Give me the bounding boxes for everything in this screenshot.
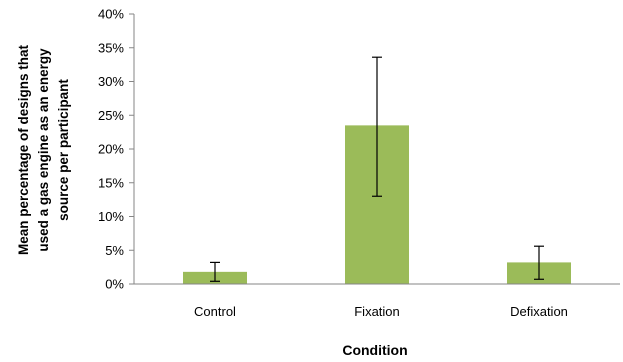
- y-tick-label: 35%: [98, 40, 124, 55]
- y-axis-title-line-2: used a gas engine as an energy: [36, 48, 51, 252]
- error-bar-defixation: [534, 245, 544, 280]
- y-tick-label: 20%: [98, 142, 124, 157]
- y-axis-title: Mean percentage of designs that used a ga…: [16, 44, 71, 255]
- x-tick-label-control: Control: [194, 304, 236, 319]
- x-axis-title: Condition: [342, 342, 407, 358]
- x-tick-label-defixation: Defixation: [510, 304, 568, 319]
- y-tick-label: 5%: [105, 243, 124, 258]
- y-tick-label: 15%: [98, 175, 124, 190]
- axes: [133, 14, 620, 285]
- error-bars: [210, 56, 544, 282]
- y-tick-label: 30%: [98, 74, 124, 89]
- x-tick-label-fixation: Fixation: [354, 304, 400, 319]
- error-bar-control: [210, 261, 220, 282]
- y-axis-title-line-1: Mean percentage of designs that: [16, 44, 31, 255]
- y-tick-label: 0%: [105, 277, 124, 292]
- y-axis-title-line-3: source per participant: [56, 79, 71, 221]
- x-axis-ticks: Control Fixation Defixation: [194, 304, 568, 319]
- y-tick-label: 25%: [98, 108, 124, 123]
- y-axis-ticks: 0% 5% 10% 15% 20% 25% 30% 35% 40%: [98, 7, 134, 292]
- y-tick-label: 40%: [98, 7, 124, 22]
- y-tick-label: 10%: [98, 209, 124, 224]
- error-bar-fixation: [372, 56, 382, 197]
